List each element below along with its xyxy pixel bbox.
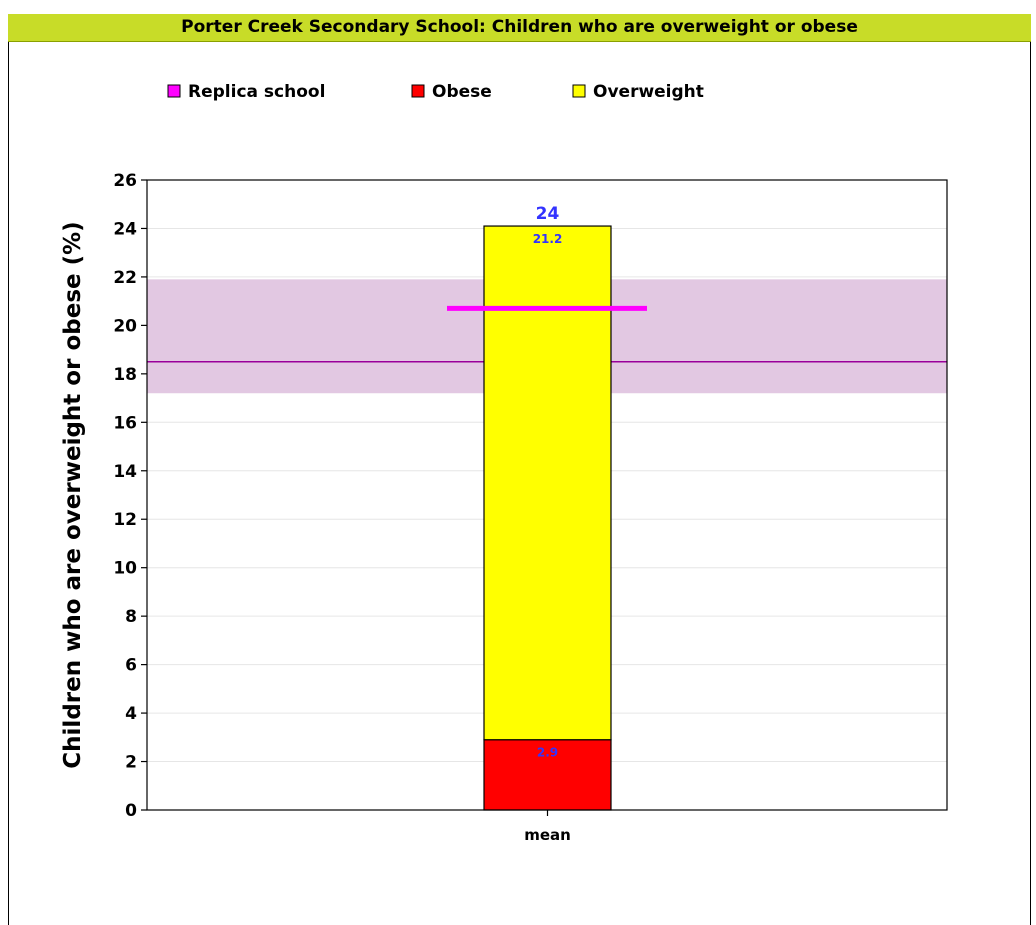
x-tick-label: mean bbox=[524, 826, 571, 844]
y-tick-label: 16 bbox=[113, 413, 137, 433]
legend-swatch-obese bbox=[411, 84, 425, 98]
y-tick-label: 2 bbox=[125, 753, 137, 773]
y-tick-label: 24 bbox=[113, 219, 137, 239]
y-tick-label: 6 bbox=[125, 656, 137, 676]
y-tick-label: 26 bbox=[113, 171, 137, 191]
bar-segment-overweight bbox=[483, 225, 612, 741]
y-axis-label: Children who are overweight or obese (%) bbox=[60, 221, 86, 768]
chart-title: Porter Creek Secondary School: Children … bbox=[8, 14, 1031, 42]
legend-label-obese: Obese bbox=[432, 82, 492, 102]
y-tick-label: 4 bbox=[125, 704, 137, 724]
y-tick-label: 0 bbox=[125, 801, 137, 821]
legend: Replica school Obese Overweight bbox=[167, 82, 704, 102]
legend-label-replica: Replica school bbox=[188, 82, 325, 102]
y-tick-label: 18 bbox=[113, 365, 137, 385]
y-tick-label: 14 bbox=[113, 462, 137, 482]
data-label-overweight: 21.2 bbox=[533, 232, 563, 246]
y-tick-label: 8 bbox=[125, 607, 137, 627]
y-tick-label: 20 bbox=[113, 316, 137, 336]
y-tick-label: 22 bbox=[113, 268, 137, 288]
legend-swatch-overweight bbox=[572, 84, 586, 98]
legend-label-overweight: Overweight bbox=[593, 82, 704, 102]
data-label-total: 24 bbox=[536, 204, 560, 224]
data-label-obese: 2.9 bbox=[537, 746, 558, 760]
y-tick-label: 12 bbox=[113, 510, 137, 530]
y-tick-label: 10 bbox=[113, 559, 137, 579]
legend-swatch-replica bbox=[167, 84, 181, 98]
